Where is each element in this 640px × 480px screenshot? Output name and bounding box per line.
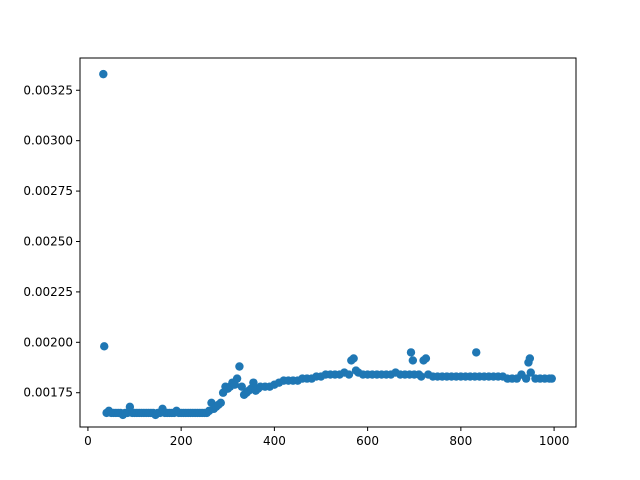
x-tick-label: 200 xyxy=(170,434,193,448)
y-tick-label: 0.00275 xyxy=(23,184,73,198)
y-tick-label: 0.00250 xyxy=(23,234,73,248)
data-point xyxy=(100,342,109,351)
axes-frame xyxy=(79,57,577,428)
x-axis-ticks: 0 200 400 600 800 1000 xyxy=(84,427,569,448)
x-tick-label: 400 xyxy=(263,434,286,448)
y-tick-label: 0.00175 xyxy=(23,386,73,400)
data-point xyxy=(547,374,556,383)
plot-area xyxy=(80,58,576,427)
y-tick-label: 0.00200 xyxy=(23,335,73,349)
data-point xyxy=(344,370,354,379)
data-point xyxy=(421,354,431,363)
x-tick-label: 0 xyxy=(84,434,92,448)
data-point xyxy=(216,398,225,407)
data-point xyxy=(526,368,535,377)
data-point xyxy=(99,69,108,79)
x-tick-label: 1000 xyxy=(539,434,570,448)
data-point xyxy=(417,372,426,381)
x-tick-label: 600 xyxy=(356,434,379,448)
data-point xyxy=(525,354,535,363)
data-points xyxy=(99,69,556,420)
data-point xyxy=(408,356,418,365)
data-point xyxy=(232,374,242,383)
x-tick-label: 800 xyxy=(449,434,472,448)
data-point xyxy=(406,348,416,357)
y-tick-label: 0.00325 xyxy=(23,83,73,97)
y-tick-label: 0.00225 xyxy=(23,285,73,299)
y-tick-label: 0.00300 xyxy=(23,134,73,148)
data-point xyxy=(521,374,531,383)
y-axis-ticks: 0.00175 0.00200 0.00225 0.00250 0.00275 0.003… xyxy=(23,83,80,400)
data-point xyxy=(237,382,246,391)
data-point xyxy=(472,348,481,357)
data-point xyxy=(349,354,358,363)
data-point xyxy=(249,378,258,387)
data-point xyxy=(235,362,244,371)
